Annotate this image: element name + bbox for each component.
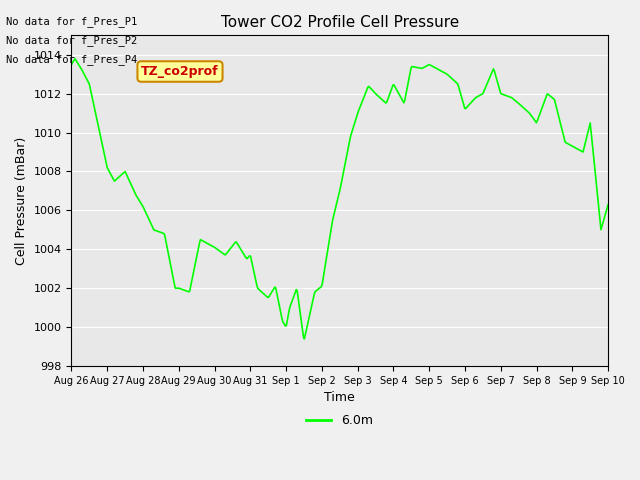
X-axis label: Time: Time — [324, 391, 355, 404]
Legend: 6.0m: 6.0m — [301, 409, 378, 432]
Title: Tower CO2 Profile Cell Pressure: Tower CO2 Profile Cell Pressure — [221, 15, 459, 30]
Text: No data for f_Pres_P4: No data for f_Pres_P4 — [6, 54, 138, 65]
Text: TZ_co2prof: TZ_co2prof — [141, 65, 219, 78]
Text: No data for f_Pres_P2: No data for f_Pres_P2 — [6, 35, 138, 46]
Y-axis label: Cell Pressure (mBar): Cell Pressure (mBar) — [15, 136, 28, 265]
Text: No data for f_Pres_P1: No data for f_Pres_P1 — [6, 16, 138, 27]
